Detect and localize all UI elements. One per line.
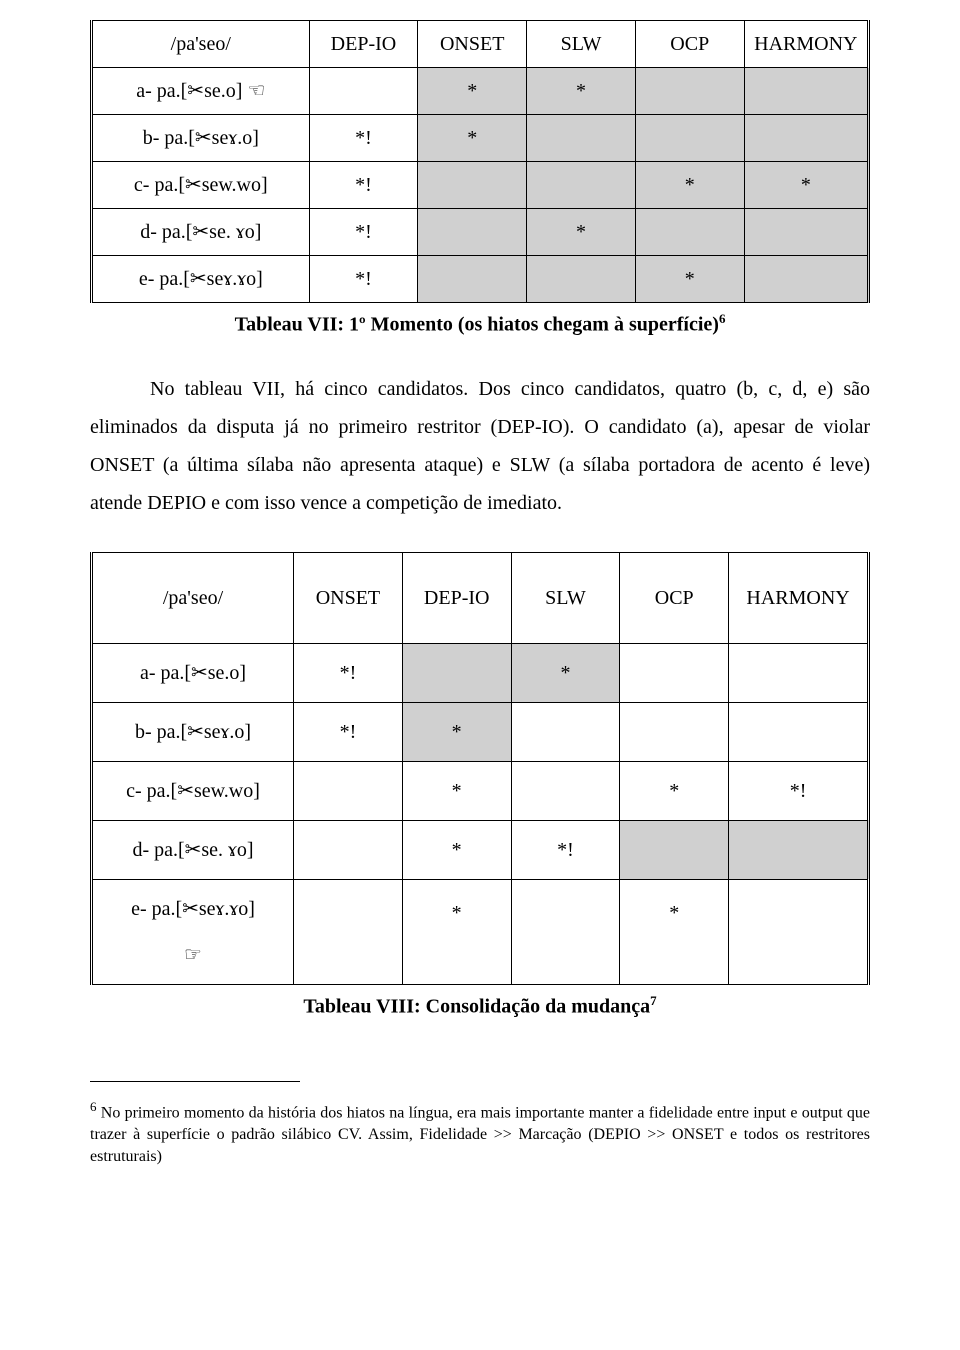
- violation-cell: *: [418, 115, 527, 162]
- violation-cell: [729, 643, 869, 702]
- violation-cell: [620, 702, 729, 761]
- column-header: /pa'seo/: [92, 552, 294, 643]
- violation-cell: *!: [294, 702, 403, 761]
- violation-cell: [620, 643, 729, 702]
- violation-cell: [294, 820, 403, 879]
- candidate-label: c- pa.[✂sew.wo]: [92, 162, 310, 209]
- caption-text: Tableau VIII: Consolidação da mudança: [303, 995, 650, 1017]
- candidate-label: b- pa.[✂seɤ.o]: [92, 702, 294, 761]
- violation-cell: *: [402, 879, 511, 984]
- violation-cell: [635, 209, 744, 256]
- candidate-label: d- pa.[✂se. ɤo]: [92, 209, 310, 256]
- violation-cell: [418, 162, 527, 209]
- violation-cell: [744, 209, 868, 256]
- violation-cell: [294, 879, 403, 984]
- violation-cell: [294, 761, 403, 820]
- violation-cell: [635, 68, 744, 115]
- caption-superscript: 6: [719, 311, 726, 326]
- violation-cell: [744, 115, 868, 162]
- violation-cell: [527, 115, 636, 162]
- violation-cell: [511, 879, 620, 984]
- footnote-rule: [90, 1081, 300, 1082]
- violation-cell: [418, 209, 527, 256]
- tableau-viii-caption: Tableau VIII: Consolidação da mudança7: [90, 991, 870, 1022]
- column-header: DEP-IO: [402, 552, 511, 643]
- candidate-label: b- pa.[✂seɤ.o]: [92, 115, 310, 162]
- violation-cell: *!: [309, 115, 418, 162]
- violation-cell: [635, 115, 744, 162]
- violation-cell: [309, 68, 418, 115]
- violation-cell: *!: [309, 256, 418, 303]
- candidate-label: d- pa.[✂se. ɤo]: [92, 820, 294, 879]
- violation-cell: *!: [294, 643, 403, 702]
- tableau-vii-caption: Tableau VII: 1º Momento (os hiatos chega…: [90, 309, 870, 340]
- caption-superscript: 7: [650, 993, 657, 1008]
- caption-text: Tableau VII: 1º Momento (os hiatos chega…: [235, 314, 719, 336]
- candidate-label-winner: e- pa.[✂seɤ.ɤo] ☞: [92, 879, 294, 984]
- violation-cell: *!: [729, 761, 869, 820]
- violation-cell: [511, 761, 620, 820]
- candidate-label: e- pa.[✂seɤ.ɤo]: [92, 256, 310, 303]
- violation-cell: [744, 68, 868, 115]
- violation-cell: *: [402, 761, 511, 820]
- column-header: OCP: [620, 552, 729, 643]
- column-header: /pa'seo/: [92, 21, 310, 68]
- pointing-hand-icon: ☞: [99, 940, 287, 970]
- violation-cell: *: [402, 820, 511, 879]
- violation-cell: *: [744, 162, 868, 209]
- violation-cell: *!: [309, 209, 418, 256]
- column-header: HARMONY: [744, 21, 868, 68]
- violation-cell: *!: [309, 162, 418, 209]
- violation-cell: *: [402, 702, 511, 761]
- violation-cell: *!: [511, 820, 620, 879]
- violation-cell: [729, 702, 869, 761]
- violation-cell: *: [527, 68, 636, 115]
- violation-cell: *: [635, 162, 744, 209]
- column-header: ONSET: [418, 21, 527, 68]
- candidate-label: c- pa.[✂sew.wo]: [92, 761, 294, 820]
- violation-cell: [418, 256, 527, 303]
- violation-cell: [511, 702, 620, 761]
- violation-cell: *: [418, 68, 527, 115]
- violation-cell: [729, 879, 869, 984]
- violation-cell: [729, 820, 869, 879]
- violation-cell: *: [635, 256, 744, 303]
- column-header: SLW: [527, 21, 636, 68]
- violation-cell: [402, 643, 511, 702]
- column-header: DEP-IO: [309, 21, 418, 68]
- candidate-label: a- pa.[✂se.o] ☜: [92, 68, 310, 115]
- candidate-text: e- pa.[✂seɤ.ɤo]: [99, 894, 287, 924]
- violation-cell: [527, 256, 636, 303]
- candidate-label: a- pa.[✂se.o]: [92, 643, 294, 702]
- column-header: SLW: [511, 552, 620, 643]
- column-header: ONSET: [294, 552, 403, 643]
- tableau-vii: /pa'seo/DEP-IOONSETSLWOCPHARMONY a- pa.[…: [90, 20, 870, 303]
- column-header: OCP: [635, 21, 744, 68]
- tableau-viii: /pa'seo/ONSETDEP-IOSLWOCPHARMONY a- pa.[…: [90, 552, 870, 985]
- violation-cell: *: [620, 761, 729, 820]
- footnote-text: No primeiro momento da história dos hiat…: [90, 1105, 870, 1165]
- violation-cell: [744, 256, 868, 303]
- column-header: HARMONY: [729, 552, 869, 643]
- violation-cell: *: [620, 879, 729, 984]
- violation-cell: [527, 162, 636, 209]
- violation-cell: [620, 820, 729, 879]
- violation-cell: *: [511, 643, 620, 702]
- body-paragraph: No tableau VII, há cinco candidatos. Dos…: [90, 370, 870, 522]
- violation-cell: *: [527, 209, 636, 256]
- footnote-6: 6 No primeiro momento da história dos hi…: [90, 1098, 870, 1167]
